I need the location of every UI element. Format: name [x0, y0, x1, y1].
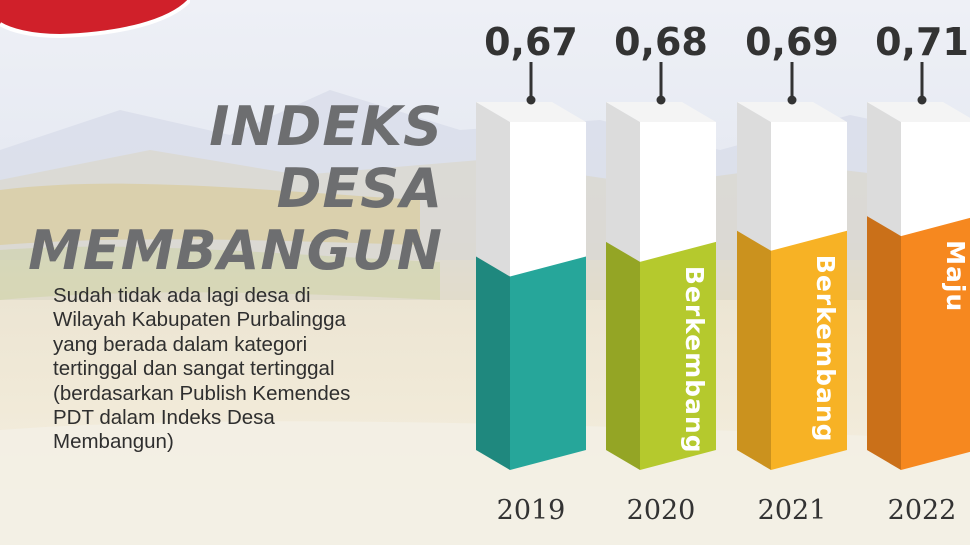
value-pointer-dot [787, 95, 797, 105]
description-text: Sudah tidak ada lagi desa di Wilayah Kab… [53, 284, 439, 455]
bar-fill-face [640, 241, 716, 470]
bar-fill-face [771, 230, 847, 470]
value-pointer-dot [917, 95, 927, 105]
bar-empty-face [640, 122, 716, 262]
title-line-indeks: INDEKS [209, 95, 443, 158]
bar-fill-side [867, 216, 901, 470]
value-label: 0,69 [745, 20, 839, 64]
bar-group [476, 102, 586, 470]
bar-group [606, 102, 716, 470]
year-label: 2020 [627, 495, 696, 526]
logo-emblem [0, 0, 190, 39]
bar-group [867, 102, 970, 470]
page-title: INDEKS DESA MEMBANGUN [0, 96, 443, 282]
bar-empty-side [737, 102, 771, 251]
year-label: 2019 [497, 495, 566, 526]
description-line: yang berada dalam kategori [53, 332, 308, 356]
description-line: (berdasarkan Publish Kemendes [53, 381, 351, 405]
bar-top [606, 102, 716, 122]
value-pointer-dot [656, 95, 666, 105]
bar-top [867, 102, 970, 122]
status-label: Berkembang [680, 266, 709, 454]
description-line: Membangun) [53, 430, 174, 454]
bar-group [737, 102, 847, 470]
bar-empty-face [901, 122, 970, 237]
value-label: 0,67 [484, 20, 578, 64]
value-label: 0,68 [614, 20, 708, 64]
bar-fill-side [476, 256, 510, 470]
bar-empty-face [510, 122, 586, 277]
bar-top [476, 102, 586, 122]
status-label: Maju [941, 240, 970, 312]
bar-empty-side [867, 102, 901, 237]
value-pointer-dot [526, 95, 536, 105]
title-line-desa: DESA [276, 157, 443, 220]
year-label: 2021 [758, 495, 827, 526]
value-label: 0,71 [875, 20, 969, 64]
bar-empty-side [606, 102, 640, 262]
status-label: Berkembang [811, 255, 840, 443]
bar-top [737, 102, 847, 122]
bar-fill-face [901, 217, 970, 470]
bar-fill-side [606, 241, 640, 470]
description-line: Sudah tidak ada lagi desa di [53, 284, 311, 307]
description-line: PDT dalam Indeks Desa [53, 406, 275, 430]
description-line: tertinggal dan sangat tertinggal [53, 357, 335, 381]
title-line-membangun: MEMBANGUN [28, 219, 443, 282]
bar-fill-face [510, 256, 586, 470]
bar-empty-face [771, 122, 847, 251]
bar-empty-side [476, 102, 510, 277]
year-label: 2022 [888, 495, 957, 526]
bar-fill-side [737, 230, 771, 470]
description-line: Wilayah Kabupaten Purbalingga [53, 308, 346, 332]
